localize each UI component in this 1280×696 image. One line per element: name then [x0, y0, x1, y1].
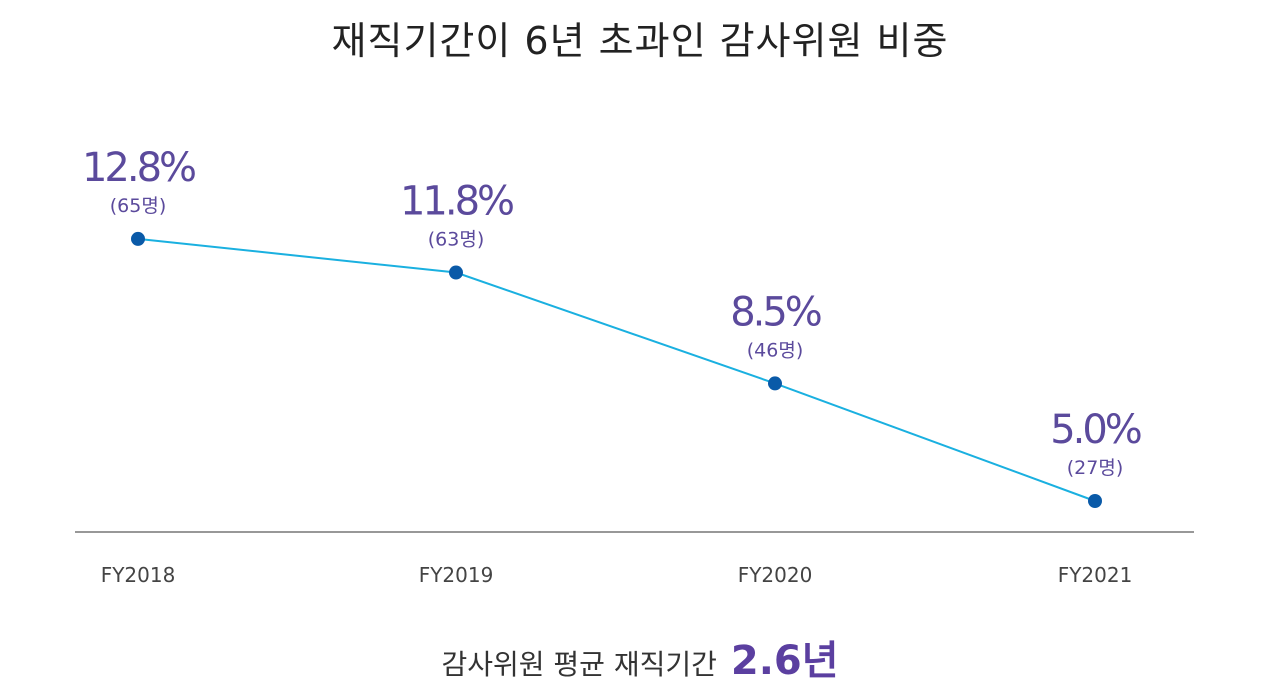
count-label: (63명)	[428, 229, 484, 251]
x-tick-label: FY2018	[101, 563, 176, 587]
count-label: (46명)	[747, 339, 803, 361]
value-label: 12.8%	[82, 145, 195, 191]
data-point	[131, 231, 145, 246]
series-line	[137, 237, 1096, 502]
value-label: 11.8%	[400, 179, 513, 225]
count-label: (27명)	[1067, 457, 1123, 479]
footer-summary: 감사위원 평균 재직기간 2.6년	[0, 628, 1280, 686]
x-tick-label: FY2021	[1058, 563, 1133, 587]
data-point	[449, 265, 463, 280]
x-tick-label: FY2020	[738, 563, 813, 587]
line-chart: 12.8% (65명) FY2018 11.8% (63명) FY2019 8.5% (46명…	[75, 145, 1194, 587]
data-point	[768, 376, 782, 391]
data-point	[1088, 494, 1102, 508]
count-label: (65명)	[110, 195, 166, 217]
value-label: 8.5%	[730, 289, 821, 335]
x-tick-label: FY2019	[419, 563, 494, 587]
chart-title: 재직기간이 6년 초과인 감사위원 비중	[331, 19, 949, 63]
footer-value: 2.6년	[730, 638, 839, 684]
footer-label: 감사위원 평균 재직기간	[441, 648, 717, 681]
value-label: 5.0%	[1050, 407, 1141, 453]
